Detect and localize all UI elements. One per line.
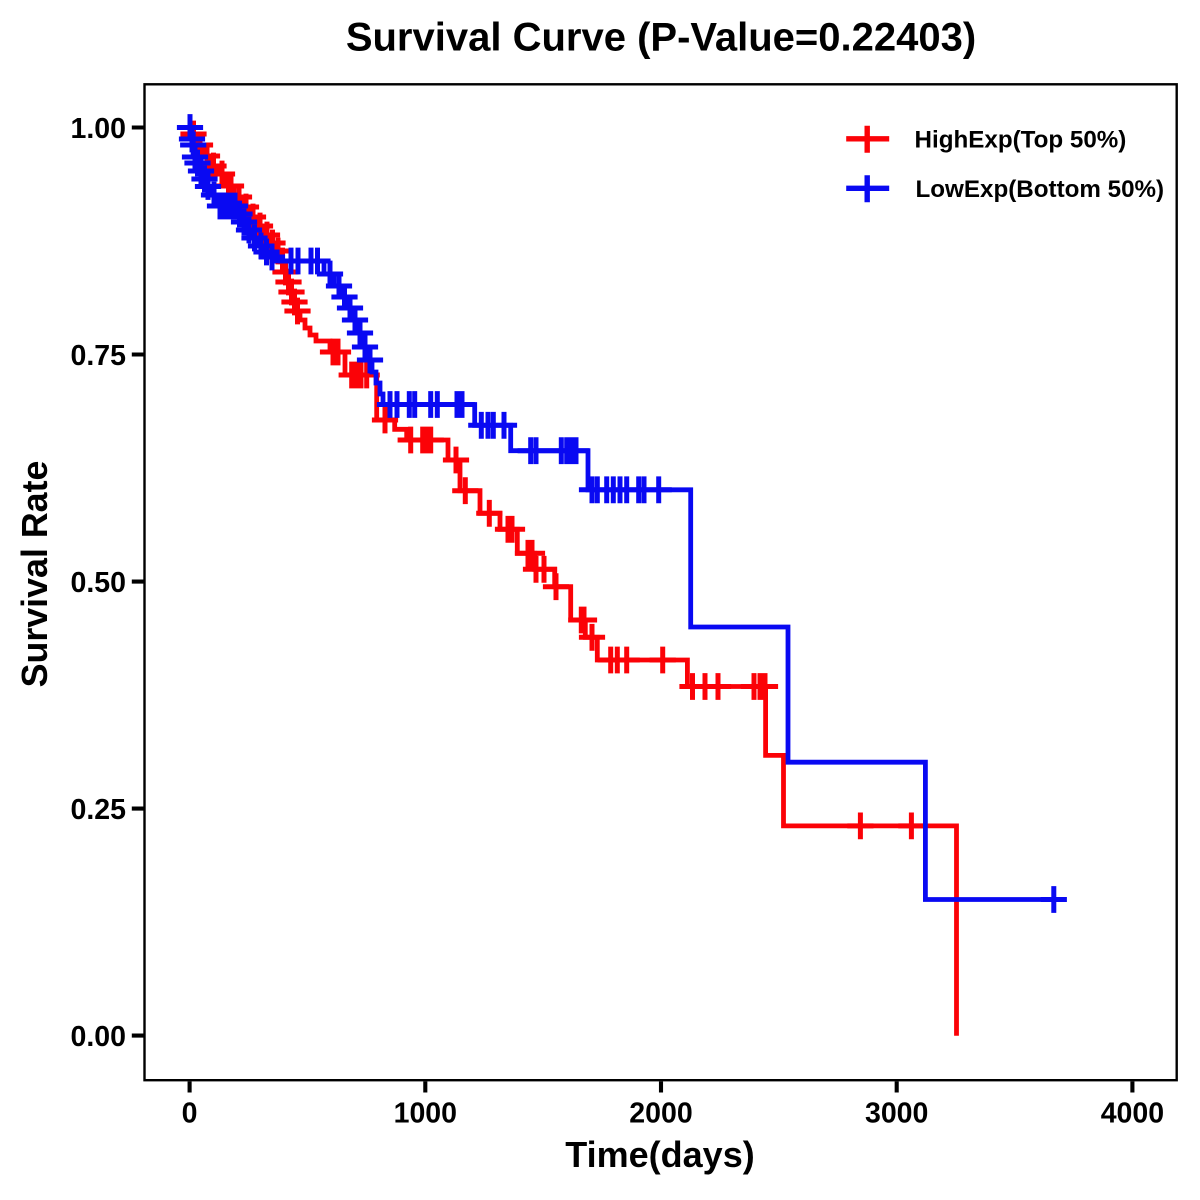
svg-text:2000: 2000 bbox=[629, 1098, 692, 1130]
svg-text:LowExp(Bottom 50%): LowExp(Bottom 50%) bbox=[916, 176, 1165, 203]
svg-text:Survival Curve (P-Value=0.2240: Survival Curve (P-Value=0.22403) bbox=[346, 16, 976, 60]
svg-text:HighExp(Top 50%): HighExp(Top 50%) bbox=[915, 127, 1127, 154]
svg-text:Survival Rate: Survival Rate bbox=[15, 461, 55, 688]
svg-text:Time(days): Time(days) bbox=[565, 1134, 754, 1175]
svg-text:3000: 3000 bbox=[865, 1098, 928, 1130]
svg-text:0.00: 0.00 bbox=[71, 1021, 126, 1053]
svg-text:1.00: 1.00 bbox=[71, 113, 126, 145]
svg-text:1000: 1000 bbox=[394, 1098, 457, 1130]
svg-text:0.25: 0.25 bbox=[71, 794, 127, 826]
svg-text:0: 0 bbox=[182, 1098, 198, 1130]
svg-text:0.50: 0.50 bbox=[71, 567, 126, 599]
svg-text:0.75: 0.75 bbox=[71, 340, 127, 372]
svg-text:4000: 4000 bbox=[1101, 1098, 1164, 1130]
